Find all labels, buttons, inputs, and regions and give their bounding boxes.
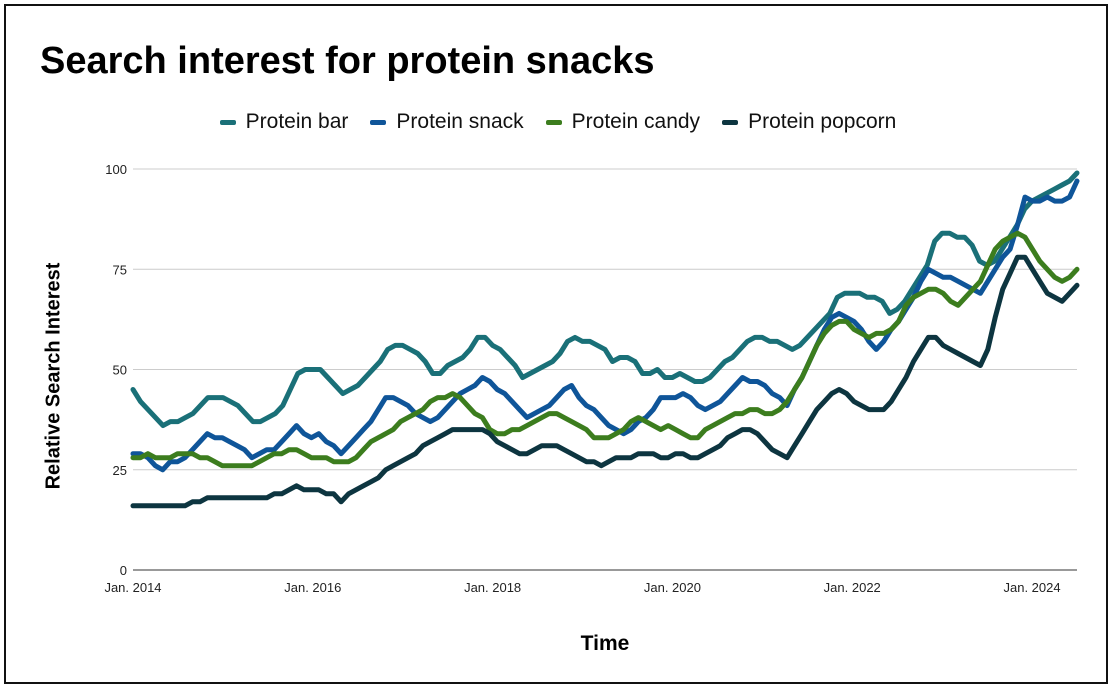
y-tick-label: 25 (113, 463, 127, 478)
chart-title: Search interest for protein snacks (40, 40, 655, 82)
legend-label: Protein snack (396, 110, 524, 133)
legend-item: Protein bar (219, 110, 349, 134)
legend-label: Protein candy (571, 110, 701, 133)
legend-label: Protein bar (245, 110, 349, 133)
y-tick-label: 0 (120, 563, 127, 578)
y-axis-label: Relative Search Interest (42, 262, 65, 490)
legend-item: Protein candy (545, 110, 701, 134)
series-line-protein-popcorn (130, 254, 1080, 509)
legend: Protein bar Protein snack Protein candy Pro… (0, 110, 1116, 134)
x-tick-label: Jan. 2020 (644, 580, 701, 595)
legend-swatch (722, 119, 739, 125)
legend-item: Protein popcorn (722, 110, 896, 134)
legend-swatch (545, 119, 562, 125)
legend-label: Protein popcorn (748, 110, 897, 133)
x-tick-label: Jan. 2024 (1003, 580, 1060, 595)
y-tick-label: 100 (105, 162, 127, 177)
legend-swatch (370, 119, 387, 125)
x-tick-label: Jan. 2014 (104, 580, 161, 595)
y-tick-label: 50 (113, 363, 127, 378)
x-axis-label: Time (580, 632, 630, 655)
legend-swatch (219, 119, 236, 125)
series-line-protein-snack (130, 178, 1080, 473)
x-tick-label: Jan. 2022 (824, 580, 881, 595)
legend-item: Protein snack (370, 110, 524, 134)
series-line-protein-bar (130, 170, 1080, 429)
series-line-protein-candy (130, 230, 1080, 469)
x-tick-label: Jan. 2018 (464, 580, 521, 595)
y-tick-label: 75 (113, 262, 127, 277)
x-tick-label: Jan. 2016 (284, 580, 341, 595)
